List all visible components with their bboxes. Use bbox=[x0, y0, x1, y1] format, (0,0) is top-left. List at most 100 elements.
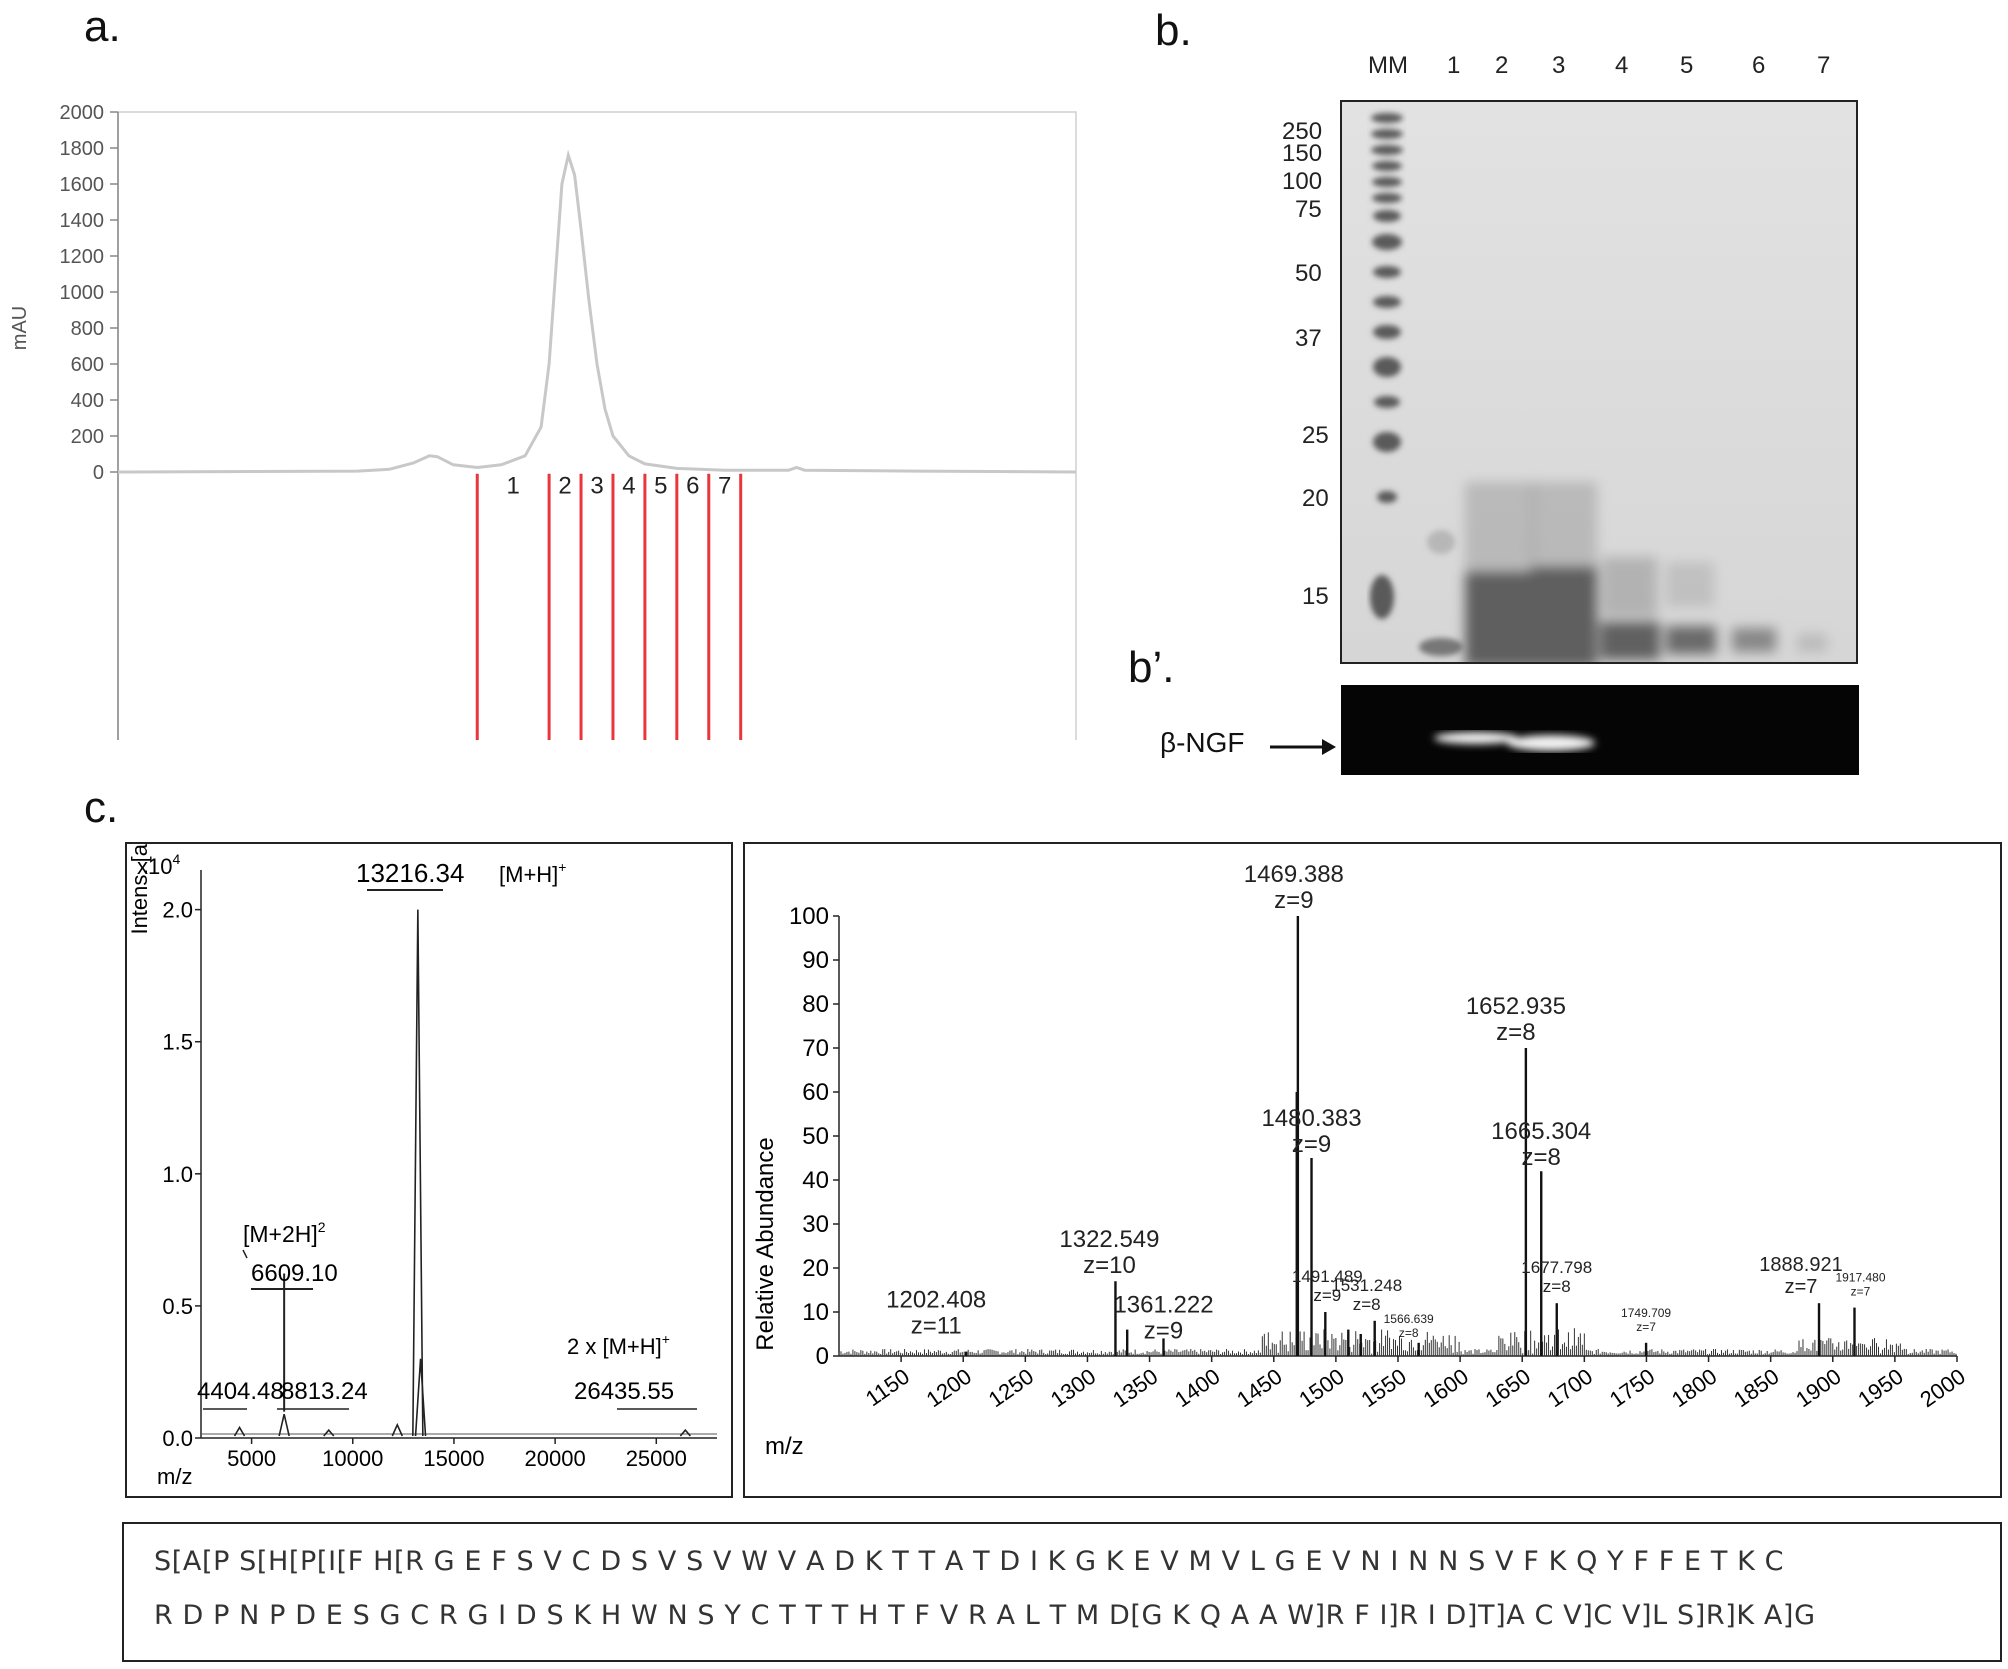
y-tick-label: 1.5 bbox=[162, 1030, 193, 1055]
lane-label-7: 7 bbox=[1817, 52, 1831, 79]
peak-mz-label: 1480.383 bbox=[1261, 1105, 1361, 1132]
x-tick-label: 1950 bbox=[1853, 1364, 1907, 1413]
peak-charge-label: z=7 bbox=[1851, 1285, 1871, 1299]
annotation-m2h: [M+2H]2 bbox=[243, 1219, 326, 1247]
x-tick-label: 2000 bbox=[1915, 1364, 1969, 1413]
x-tick-label: 20000 bbox=[525, 1446, 586, 1471]
fraction-label: 6 bbox=[686, 473, 699, 500]
y-axis-label: mAU bbox=[9, 306, 31, 350]
y-tick-label: 0 bbox=[816, 1343, 829, 1370]
maldi-axes: 0.0 0.5 1.0 1.5 2.0 5000 10000 15000 20000 25000 bbox=[162, 870, 717, 1471]
sequence-line-2: R D P N P D E S G C R G I D S K H W N S … bbox=[154, 1600, 1816, 1631]
x-tick-label: 10000 bbox=[322, 1446, 383, 1471]
y-tick-label: 2.0 bbox=[162, 898, 193, 923]
lane-label-5: 5 bbox=[1680, 52, 1694, 79]
y-tick-label: 60 bbox=[802, 1079, 829, 1106]
maldi-peak bbox=[414, 1358, 427, 1437]
annotation-8813: 8813.24 bbox=[281, 1378, 368, 1405]
peak-mz-label: 1202.408 bbox=[886, 1287, 986, 1314]
y-tick-label: 40 bbox=[802, 1167, 829, 1194]
fraction-label: 7 bbox=[718, 473, 731, 500]
lane-label-2: 2 bbox=[1495, 52, 1509, 79]
peak-charge-label: z=7 bbox=[1636, 1320, 1656, 1334]
y-tick-label: 400 bbox=[71, 390, 104, 412]
peak-mz-label: 1888.921 bbox=[1759, 1254, 1842, 1276]
lane-label-mm: MM bbox=[1368, 52, 1408, 79]
western-label: β-NGF bbox=[1160, 727, 1245, 758]
lane-label-3: 3 bbox=[1552, 52, 1566, 79]
annotation-dimer: 2 x [M+H]+ bbox=[567, 1331, 670, 1359]
y-tick-label: 90 bbox=[802, 947, 829, 974]
plot-frame bbox=[117, 111, 1077, 740]
maldi-peaks bbox=[201, 909, 717, 1437]
marker-label-15: 15 bbox=[1302, 583, 1329, 610]
sequence-line-1: S[A[P S[H[P[I[F H[R G E F S V C D S V S … bbox=[154, 1546, 1785, 1577]
peak-charge-label: z=8 bbox=[1522, 1144, 1561, 1171]
peak-charge-label: z=9 bbox=[1144, 1317, 1183, 1344]
maldi-peak bbox=[391, 1422, 404, 1437]
panel-label-c: c. bbox=[84, 783, 119, 832]
y-tick-label: 1000 bbox=[60, 282, 105, 304]
marker-label-150: 150 bbox=[1282, 140, 1323, 167]
x-axis-label: m/z bbox=[157, 1464, 192, 1489]
peak-mz-label: 1652.935 bbox=[1466, 993, 1566, 1020]
y-tick-label: 100 bbox=[789, 903, 829, 930]
x-tick-label: 5000 bbox=[227, 1446, 276, 1471]
y-multiplier: x104 bbox=[137, 851, 180, 879]
annotation-main-peak: 13216.34 bbox=[356, 858, 464, 888]
y-tick-label: 80 bbox=[802, 991, 829, 1018]
marker-label-20: 20 bbox=[1302, 485, 1329, 512]
sds-page-gel bbox=[1340, 100, 1858, 664]
esi-annotations: 1469.388z=91480.383z=91491.489z=91531.24… bbox=[886, 861, 1886, 1344]
peak-mz-label: 1361.222 bbox=[1113, 1291, 1213, 1318]
marker-label-25: 25 bbox=[1302, 422, 1329, 449]
x-tick-label: 15000 bbox=[423, 1446, 484, 1471]
x-tick-label: 1150 bbox=[861, 1364, 914, 1412]
y-axis: 0 200 400 600 800 1000 1200 1400 1600 1800 2000 bbox=[60, 102, 119, 740]
lane-label-1: 1 bbox=[1447, 52, 1461, 79]
fraction-label: 5 bbox=[654, 473, 667, 500]
arrow-icon bbox=[1270, 739, 1336, 755]
maldi-peak bbox=[233, 1425, 246, 1437]
y-tick-label: 70 bbox=[802, 1035, 829, 1062]
gel-image bbox=[1342, 102, 1856, 662]
marker-label-100: 100 bbox=[1282, 168, 1323, 195]
fraction-label: 3 bbox=[590, 473, 603, 500]
y-tick-label: 2000 bbox=[60, 102, 105, 124]
maldi-peak bbox=[278, 1414, 290, 1437]
fraction-label: 2 bbox=[558, 473, 571, 500]
peak-mz-label: 1665.304 bbox=[1491, 1118, 1591, 1145]
peak-mz-label: 1677.798 bbox=[1521, 1258, 1592, 1277]
y-tick-label: 1400 bbox=[60, 210, 105, 232]
western-blot-image bbox=[1434, 732, 1595, 751]
peak-charge-label: z=7 bbox=[1785, 1276, 1818, 1298]
x-tick-label: 1250 bbox=[984, 1364, 1038, 1413]
y-tick-label: 800 bbox=[71, 318, 104, 340]
y-tick-label: 30 bbox=[802, 1211, 829, 1238]
esi-peaks bbox=[838, 916, 1957, 1356]
peak-mz-label: 1322.549 bbox=[1059, 1226, 1159, 1253]
peak-mz-label: 1531.248 bbox=[1331, 1276, 1402, 1295]
peak-charge-label: z=8 bbox=[1543, 1277, 1571, 1296]
x-tick-label: 1200 bbox=[922, 1364, 976, 1413]
sequence-box: S[A[P S[H[P[I[F H[R G E F S V C D S V S … bbox=[122, 1522, 2002, 1662]
peak-charge-label: z=8 bbox=[1399, 1326, 1419, 1340]
x-tick-label: 1800 bbox=[1667, 1364, 1721, 1413]
y-tick-label: 0.5 bbox=[162, 1294, 193, 1319]
peak-mz-label: 1566.639 bbox=[1384, 1312, 1434, 1326]
marker-label-50: 50 bbox=[1295, 260, 1322, 287]
lane-label-6: 6 bbox=[1752, 52, 1766, 79]
x-tick-label: 25000 bbox=[626, 1446, 687, 1471]
x-tick-label: 1900 bbox=[1791, 1364, 1845, 1413]
chromatogram-chart: 0 200 400 600 800 1000 1200 1400 1600 1800 2000 0 1… bbox=[9, 102, 1077, 740]
peak-mz-label: 1491.489 bbox=[1292, 1267, 1363, 1286]
chromatogram-trace bbox=[117, 149, 1077, 474]
peak-charge-label: z=8 bbox=[1496, 1019, 1535, 1046]
y-tick-label: 1200 bbox=[60, 246, 105, 268]
fraction-label: 1 bbox=[506, 473, 519, 500]
x-tick-label: 1300 bbox=[1046, 1364, 1100, 1413]
marker-label-37: 37 bbox=[1295, 325, 1322, 352]
